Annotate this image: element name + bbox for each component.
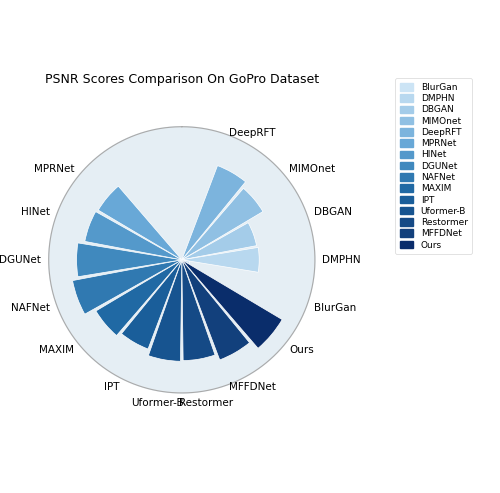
Text: HINet: HINet xyxy=(20,207,50,217)
Text: DeepRFT: DeepRFT xyxy=(229,128,276,138)
Bar xyxy=(182,260,190,264)
Bar xyxy=(182,260,282,349)
Text: Restormer: Restormer xyxy=(179,398,234,408)
Legend: BlurGan, DMPHN, DBGAN, MIMOnet, DeepRFT, MPRNet, HINet, DGUNet, NAFNet, MAXIM, I: BlurGan, DMPHN, DBGAN, MIMOnet, DeepRFT,… xyxy=(396,78,472,254)
Bar xyxy=(148,260,182,361)
Bar xyxy=(122,260,182,349)
Text: MFFDNet: MFFDNet xyxy=(228,382,276,391)
Bar xyxy=(182,188,263,260)
Bar xyxy=(72,260,182,314)
Title: PSNR Scores Comparison On GoPro Dataset: PSNR Scores Comparison On GoPro Dataset xyxy=(45,73,319,86)
Text: DMPHN: DMPHN xyxy=(322,255,361,265)
Text: DGUNet: DGUNet xyxy=(0,255,41,265)
Bar xyxy=(182,247,259,272)
Text: Uformer-B: Uformer-B xyxy=(131,398,184,408)
Bar xyxy=(76,243,182,277)
Text: MAXIM: MAXIM xyxy=(39,345,74,355)
Bar xyxy=(85,211,182,260)
Bar xyxy=(96,260,182,336)
Polygon shape xyxy=(48,127,315,393)
Text: DBGAN: DBGAN xyxy=(314,207,352,217)
Text: MPRNet: MPRNet xyxy=(34,165,74,175)
Bar xyxy=(182,166,246,260)
Bar xyxy=(98,186,182,260)
Bar xyxy=(182,223,256,260)
Text: Ours: Ours xyxy=(290,345,314,355)
Text: NAFNet: NAFNet xyxy=(10,303,50,313)
Text: IPT: IPT xyxy=(104,382,120,391)
Text: BlurGan: BlurGan xyxy=(314,303,356,313)
Text: MIMOnet: MIMOnet xyxy=(290,165,336,175)
Bar xyxy=(182,260,250,360)
Bar xyxy=(182,260,215,360)
